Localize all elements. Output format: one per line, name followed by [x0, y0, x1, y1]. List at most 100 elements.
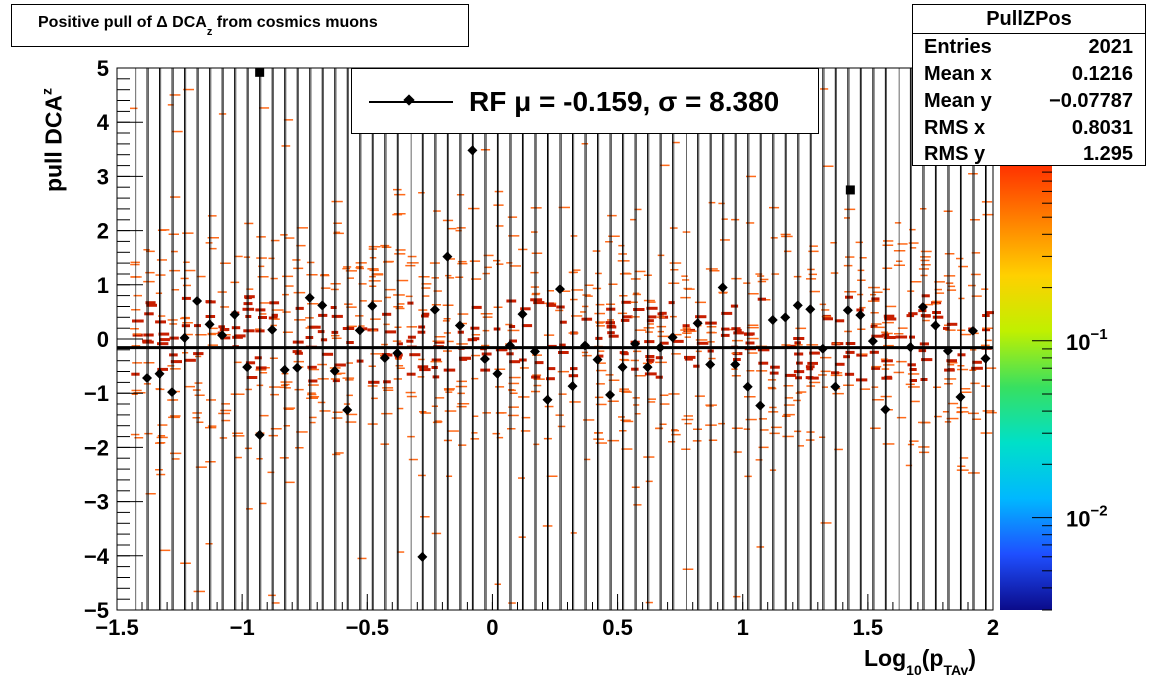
- heat-bin: [259, 313, 267, 315]
- heat-bin: [359, 327, 368, 331]
- y-tick-label: 0: [97, 327, 109, 352]
- heat-bin: [296, 244, 306, 247]
- heat-bin: [508, 235, 520, 237]
- y-tick-label: −3: [84, 490, 109, 515]
- heat-bin: [733, 451, 742, 453]
- heat-bin: [819, 436, 826, 438]
- heat-bin: [181, 296, 191, 300]
- heat-bin: [960, 333, 971, 336]
- heat-bin: [394, 253, 406, 255]
- colorbar: [1000, 164, 1052, 610]
- heat-bin: [555, 309, 564, 312]
- stats-value: −0.07787: [1049, 90, 1133, 112]
- heat-bin: [196, 421, 204, 423]
- profile-point: [617, 362, 628, 373]
- heat-bin: [669, 315, 677, 318]
- heat-bin: [155, 469, 163, 471]
- heat-bin: [446, 277, 455, 279]
- heat-bin: [821, 315, 832, 318]
- heat-bin: [471, 354, 481, 357]
- heat-bin: [608, 235, 620, 237]
- heat-bin: [394, 193, 406, 196]
- heat-bin: [333, 232, 344, 235]
- heat-bin: [731, 368, 738, 370]
- heat-bin: [808, 250, 819, 253]
- heat-bin: [484, 266, 492, 269]
- heat-bin: [680, 329, 691, 331]
- heat-bin: [458, 444, 467, 446]
- heat-bin: [757, 280, 767, 283]
- heat-bin: [332, 379, 340, 383]
- heat-bin: [655, 356, 663, 360]
- heat-bin: [422, 295, 430, 297]
- heat-bin: [357, 557, 367, 560]
- heat-bin: [432, 340, 445, 342]
- heat-bin: [320, 338, 328, 342]
- heat-bin: [317, 330, 325, 334]
- heat-bin: [395, 307, 405, 310]
- heat-bin: [382, 312, 392, 316]
- heat-bin: [696, 341, 709, 345]
- heat-bin: [657, 254, 665, 257]
- colorbar-label: 10−1: [1066, 326, 1108, 355]
- heat-bin: [546, 377, 555, 381]
- heat-bin: [947, 362, 958, 364]
- heat-bin: [294, 388, 304, 391]
- heat-bin: [130, 328, 139, 330]
- profile-point: [980, 353, 991, 364]
- heat-bin: [155, 292, 163, 294]
- heat-bin: [618, 416, 625, 418]
- heat-bin: [880, 358, 889, 360]
- profile-point: [242, 362, 253, 373]
- heat-bin: [470, 438, 480, 440]
- heat-bin: [131, 393, 138, 395]
- x-axis: −1.5 −1 −0.5 0 0.5 1 1.5 2: [95, 594, 999, 640]
- xlabel-main: Log: [864, 645, 907, 671]
- heat-bin: [843, 355, 850, 359]
- heat-bin: [897, 243, 908, 245]
- heat-bin: [767, 386, 776, 389]
- heat-bin: [307, 303, 319, 305]
- stats-row-mean-y: Mean y −0.07787: [924, 88, 1133, 115]
- heat-bin: [806, 367, 814, 371]
- heat-bin: [384, 296, 391, 299]
- heat-bin: [807, 361, 818, 365]
- heat-bin: [534, 361, 544, 365]
- heat-bin: [256, 257, 267, 259]
- heat-bin: [255, 308, 266, 312]
- stats-key: Mean x: [924, 63, 992, 85]
- heat-bin: [271, 602, 280, 604]
- heat-bin: [171, 458, 180, 460]
- heat-bin: [783, 385, 794, 387]
- heat-bin: [331, 200, 343, 203]
- heat-bin: [455, 385, 468, 388]
- heat-bin: [972, 418, 982, 420]
- heat-bin: [397, 551, 405, 553]
- heat-bin: [157, 424, 168, 426]
- heat-bin: [309, 416, 317, 419]
- heat-bin: [668, 301, 675, 305]
- heat-bin: [605, 374, 614, 376]
- heat-bin: [455, 276, 464, 278]
- heat-bin: [442, 320, 450, 322]
- heat-bin: [393, 294, 405, 296]
- heat-bin: [367, 268, 379, 270]
- heat-bin: [471, 432, 478, 434]
- heat-bin: [270, 239, 280, 242]
- heat-bin: [169, 269, 181, 272]
- heat-bin: [469, 260, 481, 262]
- heat-bin: [571, 289, 584, 291]
- heat-bin: [220, 262, 231, 264]
- heat-bin: [758, 446, 769, 449]
- heat-bin: [845, 350, 855, 354]
- heat-bin: [234, 456, 242, 459]
- heat-bin: [434, 340, 445, 344]
- heat-bin: [521, 416, 531, 419]
- heat-bin: [159, 549, 171, 552]
- profile-point: [767, 315, 778, 326]
- profile-point: [880, 404, 891, 415]
- heat-bin: [156, 388, 165, 391]
- heat-bin: [345, 270, 357, 272]
- heat-bin: [721, 311, 733, 315]
- y-tick-label: −5: [84, 598, 109, 623]
